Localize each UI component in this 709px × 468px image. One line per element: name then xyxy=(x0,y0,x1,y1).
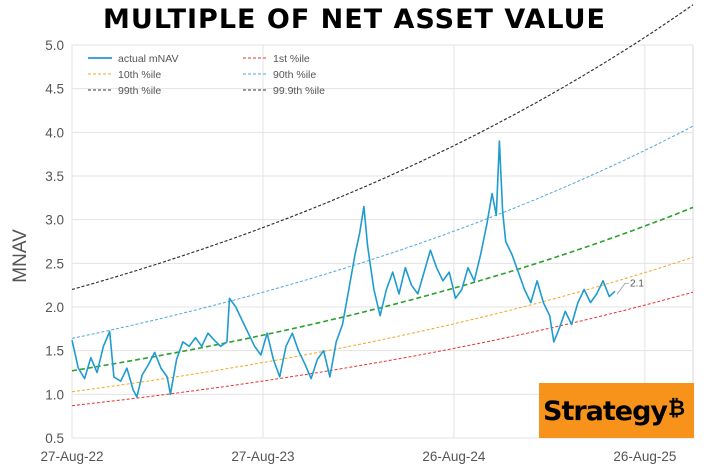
y-tick-label: 2.0 xyxy=(45,300,64,315)
legend-entry: 10th %ile xyxy=(118,69,161,81)
series-line-90th-ile xyxy=(71,125,694,339)
y-tick-label: 4.5 xyxy=(45,82,64,97)
axes: 0.5 1.0 1.5 2.0 2.5 3.0 3.5 4.0 4.5 5.0 27-Aug-22 2… xyxy=(40,38,676,464)
legend-entry: 1st %ile xyxy=(273,53,310,65)
y-tick-label: 2.5 xyxy=(45,256,64,271)
logo-text: Strategy xyxy=(543,396,668,427)
legend-entry: actual mNAV xyxy=(118,53,179,65)
x-tick-label: 27-Aug-22 xyxy=(40,449,103,464)
strategy-logo: Strategy ₿ xyxy=(539,383,694,438)
y-tick-label: 0.5 xyxy=(45,431,64,446)
y-tick-label: 4.0 xyxy=(45,125,64,140)
y-tick-label: 3.5 xyxy=(45,169,64,184)
legend: actual mNAV 1st %ile 10th %ile 90th %ile 99t… xyxy=(88,53,325,97)
bitcoin-icon: ₿ xyxy=(668,396,685,420)
legend-entry: 99.9th %ile xyxy=(273,85,325,97)
series-line-actual-mnav xyxy=(71,140,616,398)
y-tick-label: 5.0 xyxy=(45,38,64,53)
legend-entry: 99th %ile xyxy=(118,85,161,97)
series-line-10th-ile xyxy=(71,256,694,393)
series-line-99-9th-ile xyxy=(71,4,694,290)
logo-background xyxy=(539,383,694,438)
annotation-label: 2.1 xyxy=(630,278,644,289)
chart-title: MULTIPLE OF NET ASSET VALUE xyxy=(103,4,606,35)
y-tick-label: 3.0 xyxy=(45,213,64,228)
series-line-50th-ile xyxy=(71,206,694,372)
series-line-1st-ile xyxy=(71,291,694,407)
legend-entry: 90th %ile xyxy=(273,69,316,81)
y-tick-label: 1.5 xyxy=(45,344,64,359)
series-line-99th-ile xyxy=(71,4,694,290)
annotation-leader xyxy=(616,282,630,295)
x-tick-label: 26-Aug-25 xyxy=(613,449,676,464)
y-tick-label: 1.0 xyxy=(45,387,64,402)
x-tick-label: 26-Aug-24 xyxy=(422,449,486,464)
y-axis-label: MNAV xyxy=(10,229,31,283)
x-tick-label: 27-Aug-23 xyxy=(231,449,294,464)
percentile-bands xyxy=(71,4,694,407)
actual-series: 2.1 xyxy=(71,140,644,398)
